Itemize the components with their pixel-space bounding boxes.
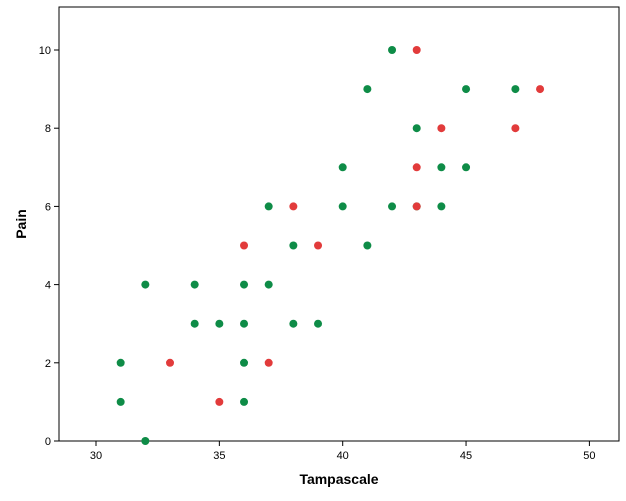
data-point-green: [338, 163, 347, 172]
data-point-green: [240, 358, 249, 367]
y-axis: 0 2 4 6 8 10: [39, 45, 59, 448]
data-point-red: [289, 202, 298, 211]
data-point-red: [412, 46, 421, 55]
data-point-green: [264, 202, 273, 211]
data-point-green: [264, 280, 273, 289]
x-tick-label: 45: [460, 450, 472, 462]
y-tick-label: 0: [45, 436, 51, 448]
data-point-green: [412, 124, 421, 133]
y-tick-label: 2: [45, 358, 51, 370]
data-point-red: [511, 124, 520, 133]
data-point-red: [215, 397, 224, 406]
data-point-green: [462, 85, 471, 94]
data-point-red: [412, 163, 421, 172]
data-point-red: [264, 358, 273, 367]
data-point-green: [289, 241, 298, 250]
y-tick-label: 8: [45, 123, 51, 135]
plot-frame: [58, 6, 620, 442]
x-axis-title: Tampascale: [299, 471, 378, 487]
y-tick-label: 4: [45, 280, 51, 292]
y-axis-title: Pain: [13, 209, 29, 239]
data-point-red: [412, 202, 421, 211]
data-point-red: [437, 124, 446, 133]
data-point-green: [116, 358, 125, 367]
x-tick-label: 30: [90, 450, 102, 462]
x-tick-label: 35: [213, 450, 225, 462]
x-axis: 30 35 40 45 50: [90, 441, 596, 462]
data-point-green: [437, 163, 446, 172]
data-point-green: [511, 85, 520, 94]
data-point-green: [190, 280, 199, 289]
x-tick-label: 40: [337, 450, 349, 462]
data-point-green: [462, 163, 471, 172]
y-tick-label: 6: [45, 201, 51, 213]
data-point-green: [289, 319, 298, 328]
data-point-red: [536, 85, 545, 94]
y-tick-label: 10: [39, 45, 51, 57]
data-point-green: [240, 280, 249, 289]
data-point-green: [314, 319, 323, 328]
data-point-green: [141, 437, 150, 445]
data-point-green: [190, 319, 199, 328]
data-point-green: [338, 202, 347, 211]
x-tick-label: 50: [583, 450, 595, 462]
data-point-green: [240, 397, 249, 406]
data-point-green: [363, 85, 372, 94]
data-point-green: [116, 397, 125, 406]
data-points: [116, 46, 545, 445]
data-point-green: [388, 46, 397, 55]
data-point-red: [314, 241, 323, 250]
data-point-green: [388, 202, 397, 211]
data-point-green: [363, 241, 372, 250]
data-point-green: [215, 319, 224, 328]
data-point-red: [166, 358, 175, 367]
data-point-red: [240, 241, 249, 250]
data-point-green: [437, 202, 446, 211]
data-point-green: [141, 280, 150, 289]
data-point-green: [240, 319, 249, 328]
